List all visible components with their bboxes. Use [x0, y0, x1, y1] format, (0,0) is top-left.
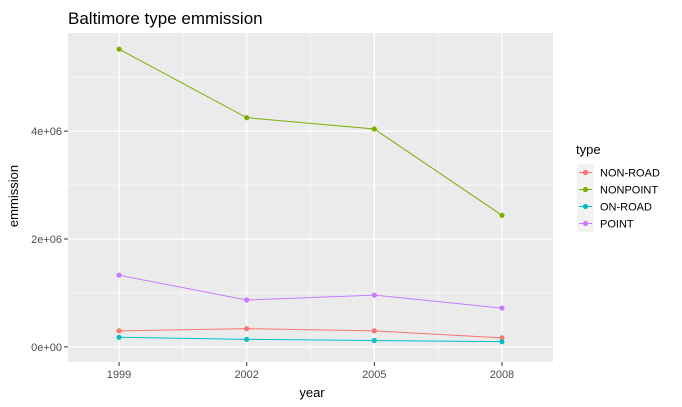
series-non-road — [116, 326, 505, 341]
y-axis: 0e+00 2e+06 4e+06 — [31, 126, 68, 354]
legend-item-non-road: NON-ROAD — [577, 164, 660, 181]
data-point-point — [116, 272, 122, 278]
data-point-nonpoint — [244, 115, 250, 121]
legend-label: NONPOINT — [600, 185, 658, 197]
legend-label: NON-ROAD — [600, 168, 660, 180]
y-tick-label: 4e+06 — [31, 126, 62, 138]
data-point-point — [244, 297, 250, 303]
series-line-non-road — [119, 328, 502, 339]
data-point-non-road — [244, 326, 250, 332]
legend-title: type — [576, 142, 601, 157]
series-line-point — [118, 274, 502, 309]
series-point — [116, 272, 505, 311]
x-axis: 1999 2002 2005 2008 — [107, 362, 514, 381]
data-point-point — [499, 305, 505, 311]
legend-key-point — [582, 220, 589, 227]
legend-label: POINT — [600, 219, 634, 231]
series-line-nonpoint — [118, 48, 503, 216]
data-point-nonpoint — [371, 126, 377, 132]
data-point-on-road — [244, 336, 250, 342]
legend-key-point — [582, 186, 589, 193]
legend-item-on-road: ON-ROAD — [577, 198, 652, 215]
data-point-on-road — [499, 339, 505, 345]
chart-title: Baltimore type emmission — [68, 9, 263, 28]
legend-key-point — [582, 169, 589, 176]
legend-item-nonpoint: NONPOINT — [577, 181, 658, 198]
data-point-point — [371, 292, 377, 298]
series-on-road — [116, 334, 505, 345]
x-tick-label: 2005 — [362, 369, 386, 381]
y-tick-label: 0e+00 — [31, 342, 62, 354]
data-point-on-road — [116, 334, 122, 340]
legend-item-point: POINT — [577, 215, 634, 232]
series-nonpoint — [116, 46, 505, 218]
x-axis-title: year — [299, 385, 325, 400]
data-point-non-road — [371, 328, 377, 334]
y-tick-label: 2e+06 — [31, 234, 62, 246]
legend-label: ON-ROAD — [600, 202, 652, 214]
data-point-non-road — [116, 328, 122, 334]
y-axis-title: emmission — [6, 165, 21, 227]
major-gridlines — [68, 33, 553, 362]
data-point-non-road — [499, 335, 505, 341]
minor-gridlines — [68, 33, 553, 362]
data-point-on-road — [371, 337, 377, 344]
series-layer — [116, 46, 505, 345]
x-tick-label: 2008 — [490, 369, 514, 381]
data-point-nonpoint — [499, 212, 505, 218]
data-point-nonpoint — [116, 46, 122, 52]
legend-key-point — [582, 203, 589, 210]
series-line-on-road — [119, 336, 502, 343]
x-tick-label: 2002 — [234, 369, 258, 381]
x-tick-label: 1999 — [107, 369, 131, 381]
legend: type NON-ROAD NONPOINT ON-ROAD POINT — [576, 142, 660, 232]
